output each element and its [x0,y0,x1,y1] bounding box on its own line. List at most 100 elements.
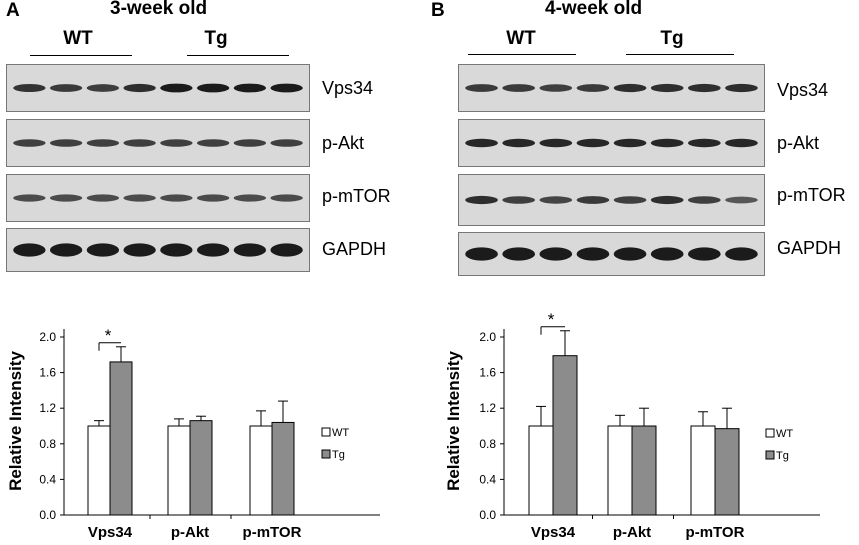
y-tick-label: 0.4 [39,472,56,486]
y-tick-label: 2.0 [39,330,56,344]
bar [528,425,554,516]
band [725,83,758,93]
band [86,243,120,257]
band [270,243,303,257]
band [233,139,267,147]
y-tick-label: 0.0 [479,508,496,522]
band [725,138,758,148]
band [650,247,684,261]
band [160,139,193,147]
band [465,195,498,205]
band [650,195,684,205]
blot-label-b-gapdh: GAPDH [777,238,842,258]
y-tick-label: 1.6 [39,366,56,380]
legend-label: Tg [332,449,345,461]
band [49,139,83,147]
band [576,84,610,92]
band [613,138,647,148]
band [465,84,498,92]
band [539,196,573,204]
category-label: p-mTOR [243,524,302,541]
band [196,139,230,147]
panel-b-tg-bracket [626,54,734,55]
panel-b-title: 4-week old [545,0,643,19]
band [687,138,721,148]
band [465,247,498,261]
band [233,243,267,257]
band [270,83,303,93]
band [650,138,684,148]
band [233,194,267,202]
band [539,247,573,261]
blot-a-pakt [6,119,310,167]
band [13,139,46,147]
bar [631,425,657,516]
band [502,247,536,261]
band [687,247,721,261]
panel-a-tg-bracket [187,55,289,56]
blot-label-b-pakt: p-Akt [777,133,820,153]
band [49,243,83,257]
blot-label-b-vps34: Vps34 [777,80,829,100]
legend-label: WT [776,428,793,440]
blot-b-pmtor [458,174,765,226]
band [13,243,46,257]
band [539,138,573,148]
band [576,196,610,204]
category-label: p-Akt [171,524,209,541]
y-tick-label: 0.8 [479,437,496,451]
legend-swatch [765,450,775,460]
band [13,84,46,92]
category-label: Vps34 [531,524,576,541]
panel-b-letter: B [431,0,445,21]
legend-label: WT [332,427,349,439]
band [196,194,230,202]
band [270,139,303,147]
band [86,139,120,147]
band [233,83,267,93]
band [613,83,647,93]
panel-a-group-tg: Tg [204,28,228,49]
band [725,196,758,204]
panel-b-group-wt: WT [506,28,536,49]
band [502,196,536,204]
blot-label-a-pakt: p-Akt [322,133,365,153]
band [123,194,156,202]
band [613,247,647,261]
panel-a-title: 3-week old [110,0,208,19]
bar [690,425,716,516]
bar [607,425,633,516]
band [725,247,758,261]
bar [552,355,578,516]
band [123,243,156,257]
y-tick-label: 0.0 [39,508,56,522]
blot-a-vps34 [6,64,310,112]
y-tick-label: 1.2 [39,401,56,415]
band [49,194,83,202]
panel-a-wt-bracket [30,55,132,56]
blot-a-pmtor [6,174,310,222]
band [650,83,684,93]
legend-label: Tg [776,450,789,462]
band [502,138,536,148]
blot-label-b-pmtor: p-mTOR [777,185,846,205]
legend-swatch [765,428,775,438]
band [13,194,46,202]
y-tick-label: 0.4 [479,472,496,486]
y-tick-label: 1.6 [479,366,496,380]
y-tick-label: 2.0 [479,330,496,344]
y-tick-label: 1.2 [479,401,496,415]
legend-swatch [321,449,331,459]
category-label: p-Akt [613,524,651,541]
band [86,194,120,202]
band [270,194,303,202]
blot-label-a-gapdh: GAPDH [322,239,387,259]
y-tick-label: 0.8 [39,437,56,451]
blot-b-vps34 [458,64,765,112]
blot-label-a-pmtor: p-mTOR [322,186,391,206]
band [49,84,83,92]
blot-label-a-vps34: Vps34 [322,78,374,98]
category-label: p-mTOR [686,524,745,541]
